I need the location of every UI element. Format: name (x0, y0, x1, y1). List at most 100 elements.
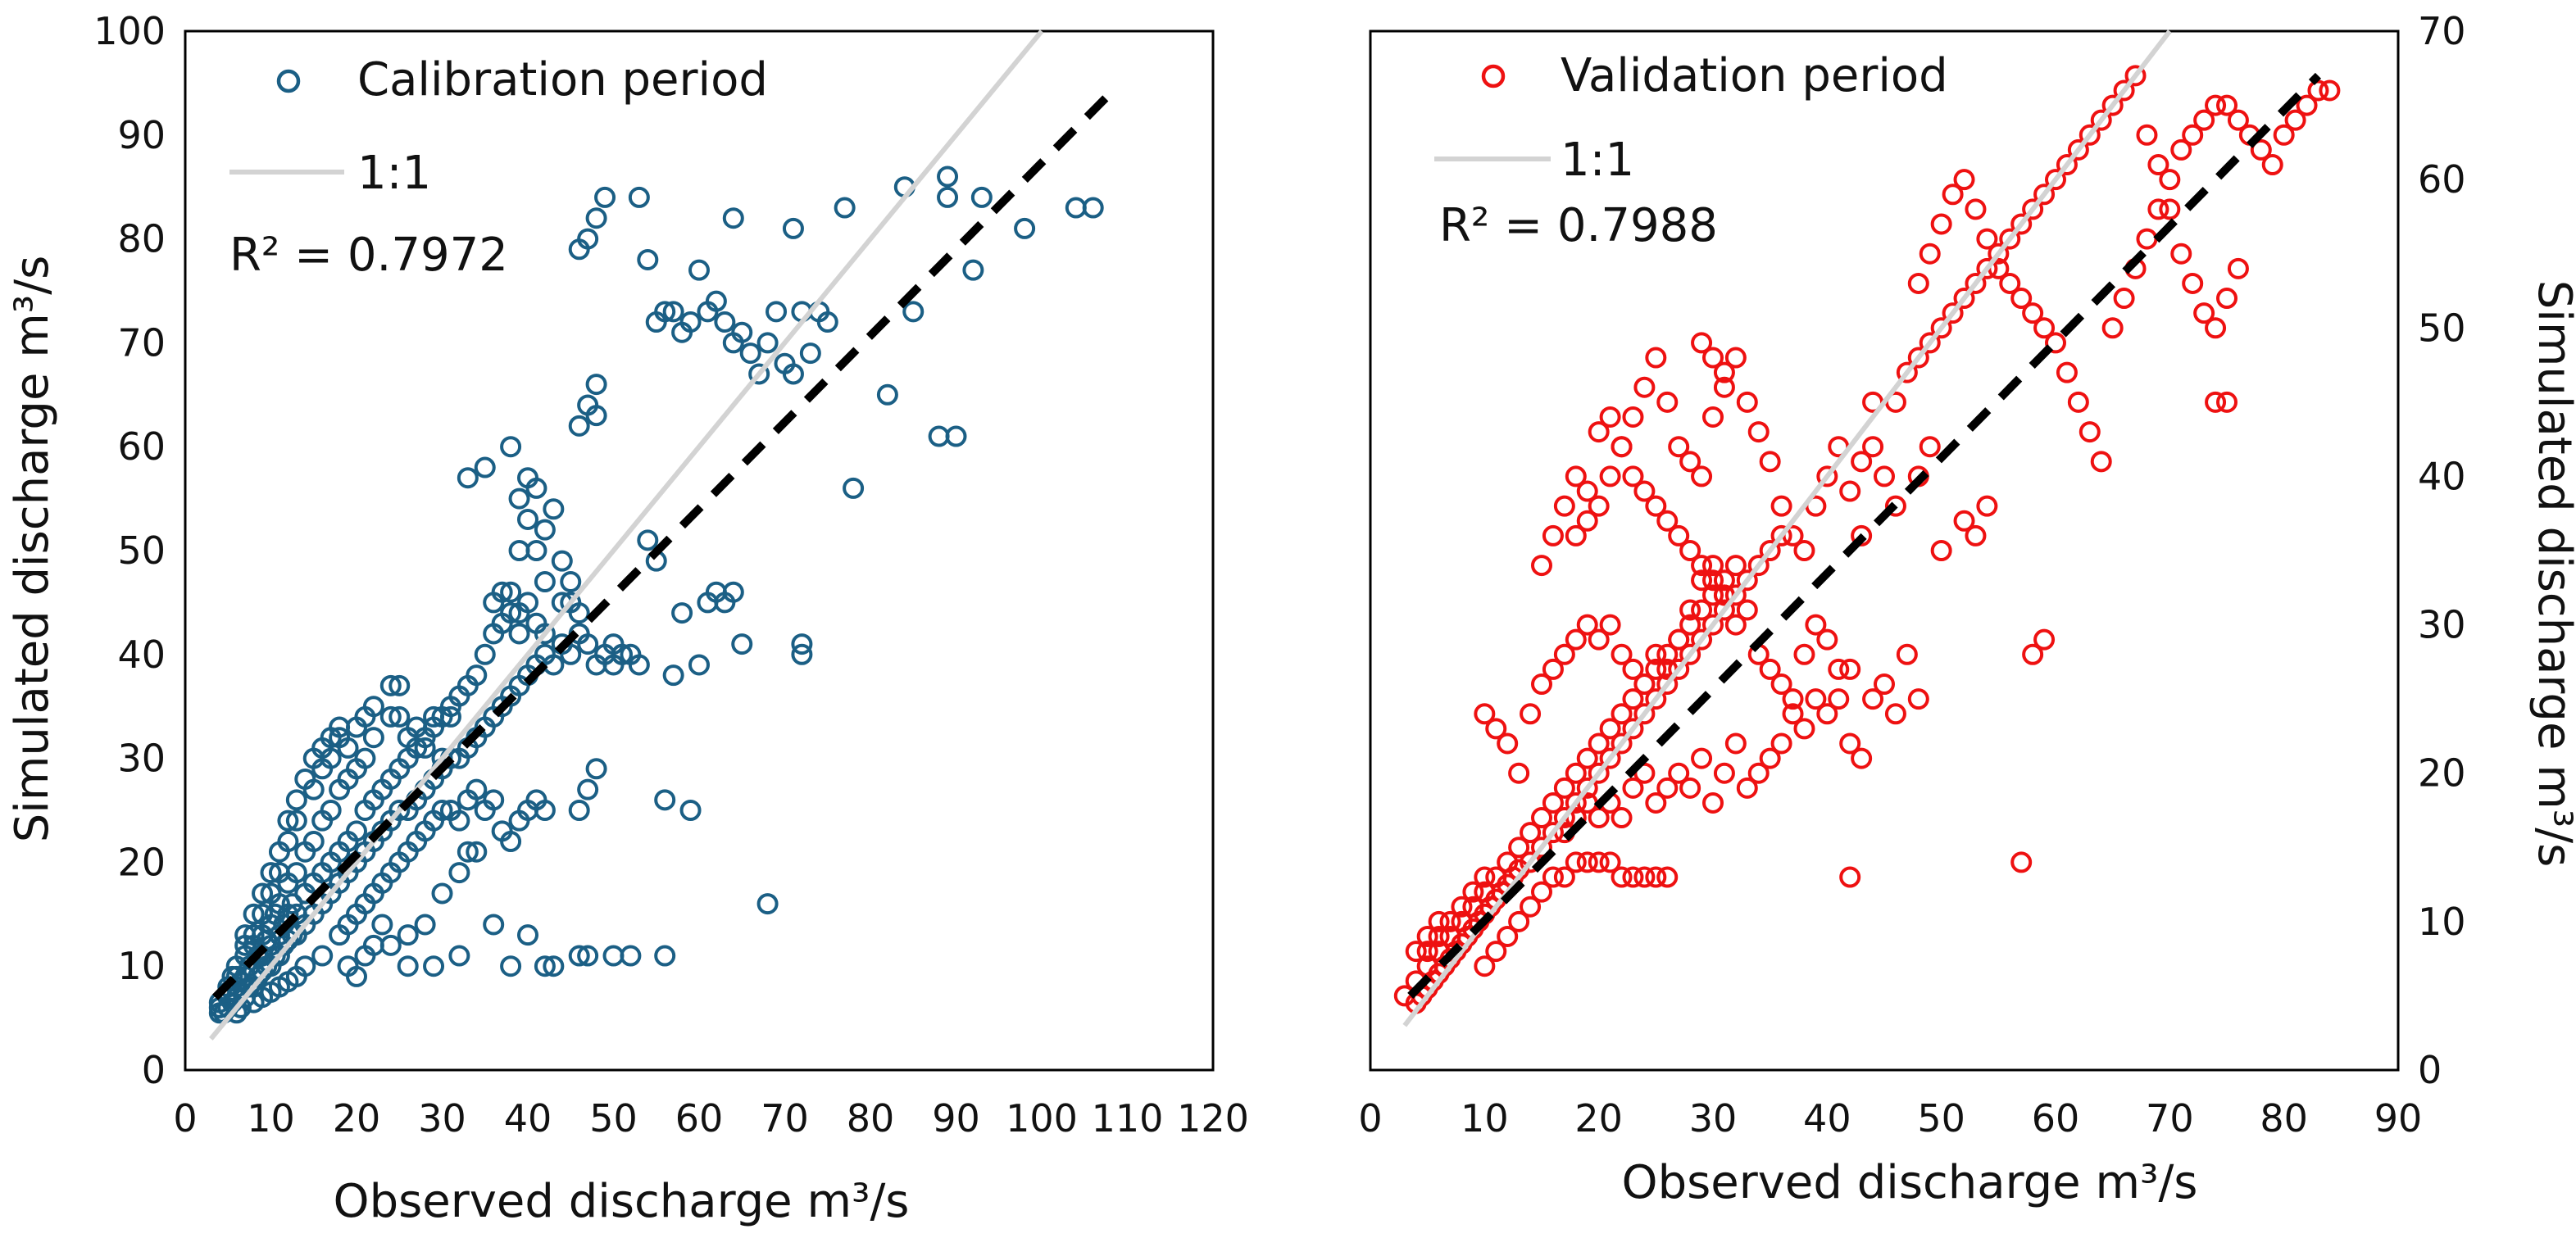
calibration-x-tick-label: 40 (504, 1096, 552, 1141)
validation-point (1702, 555, 1724, 577)
calibration-point (937, 186, 959, 208)
validation-point (1645, 688, 1667, 710)
validation-x-tick-label: 70 (2146, 1096, 2194, 1141)
validation-point (1542, 524, 1564, 546)
validation-point (1953, 169, 1975, 191)
validation-point (1622, 465, 1644, 487)
validation-point (2124, 65, 2147, 87)
validation-point (1645, 658, 1667, 680)
calibration-y-tick-label: 70 (117, 320, 166, 365)
calibration-point (500, 831, 522, 853)
calibration-point (816, 311, 838, 333)
validation-point (1656, 673, 1679, 696)
calibration-point (337, 955, 359, 977)
calibration-point (500, 955, 522, 977)
validation-point (1713, 599, 1735, 621)
calibration-legend-line-label: 1:1 (357, 147, 431, 200)
calibration-point (534, 519, 556, 541)
validation-point (1839, 732, 1861, 755)
calibration-point (551, 550, 573, 572)
calibration-y-axis-title: Simulated discharge m³/s (6, 256, 59, 843)
validation-point (2147, 154, 2169, 176)
validation-point (1679, 540, 1701, 561)
validation-point (1599, 851, 1621, 873)
calibration-point (679, 311, 702, 333)
validation-point (1965, 272, 1987, 294)
calibration-point (705, 290, 727, 312)
validation-point (1965, 524, 1987, 546)
validation-point (1405, 941, 1427, 963)
calibration-point (457, 841, 479, 863)
validation-r2-label: R² = 0.7988 (1439, 199, 1718, 252)
validation-point (2170, 243, 2192, 265)
validation-point (1839, 866, 1861, 888)
calibration-point (602, 945, 625, 967)
calibration-point (260, 882, 282, 905)
validation-point (2045, 332, 2066, 354)
calibration-y-tick-label: 50 (117, 528, 166, 573)
calibration-point (637, 248, 659, 270)
calibration-chart: 0 10 20 30 40 50 60 70 80 90 100 110 120 0 10 20 30 40 50… (6, 9, 1249, 1228)
validation-plot-frame (1369, 29, 2400, 1072)
calibration-point (371, 914, 393, 936)
validation-trend-line (1407, 72, 2322, 999)
validation-point (1770, 673, 1792, 696)
validation-point (1907, 347, 1929, 369)
validation-point (1588, 421, 1610, 443)
calibration-point (277, 831, 299, 853)
calibration-point (876, 383, 898, 406)
validation-point (1497, 732, 1519, 755)
calibration-point (791, 633, 813, 655)
calibration-point (491, 581, 513, 603)
validation-point (1520, 703, 1542, 725)
validation-point (2216, 288, 2238, 310)
calibration-x-tick-label: 80 (847, 1096, 895, 1141)
calibration-point (474, 800, 496, 821)
calibration-x-tick-label: 30 (418, 1096, 466, 1141)
validation-point (2182, 272, 2204, 294)
calibration-point (243, 991, 265, 1014)
validation-x-tick-label: 40 (1803, 1096, 1851, 1141)
validation-point (2056, 361, 2078, 383)
calibration-point (466, 841, 488, 863)
validation-point (1691, 747, 1713, 769)
validation-point (1576, 747, 1598, 769)
validation-point (1553, 807, 1575, 829)
calibration-point (448, 862, 470, 884)
calibration-point (585, 207, 607, 229)
validation-point (1724, 584, 1747, 606)
calibration-point (208, 1002, 230, 1024)
calibration-point (662, 301, 684, 323)
calibration-point (302, 831, 325, 853)
validation-point (1942, 302, 1964, 324)
validation-point (1884, 495, 1906, 517)
validation-point (1805, 688, 1827, 710)
validation-point (1416, 925, 1438, 947)
calibration-point (423, 955, 445, 977)
calibration-y-tick-label: 10 (117, 944, 166, 988)
validation-point (1645, 866, 1667, 888)
validation-point (1611, 807, 1633, 829)
calibration-x-ticks: 0 10 20 30 40 50 60 70 80 90 100 110 120 (173, 1096, 1249, 1141)
validation-point (1542, 791, 1564, 814)
calibration-point (474, 643, 496, 665)
validation-point (1565, 465, 1587, 487)
calibration-point (594, 186, 616, 208)
validation-point (1874, 673, 1895, 696)
validation-point (2010, 213, 2033, 235)
validation-point (1611, 732, 1633, 755)
validation-point (1919, 332, 1941, 354)
calibration-point (782, 217, 804, 239)
validation-point (2067, 391, 2089, 413)
validation-point (1782, 688, 1804, 710)
validation-point (1930, 317, 1952, 339)
validation-point (1542, 822, 1564, 844)
validation-point (1736, 391, 1758, 413)
validation-point (1611, 436, 1633, 458)
calibration-point (388, 800, 411, 821)
validation-point (1747, 555, 1770, 577)
calibration-point (252, 903, 274, 925)
validation-point (1588, 495, 1610, 517)
validation-point (1588, 762, 1610, 784)
validation-point (1816, 703, 1838, 725)
